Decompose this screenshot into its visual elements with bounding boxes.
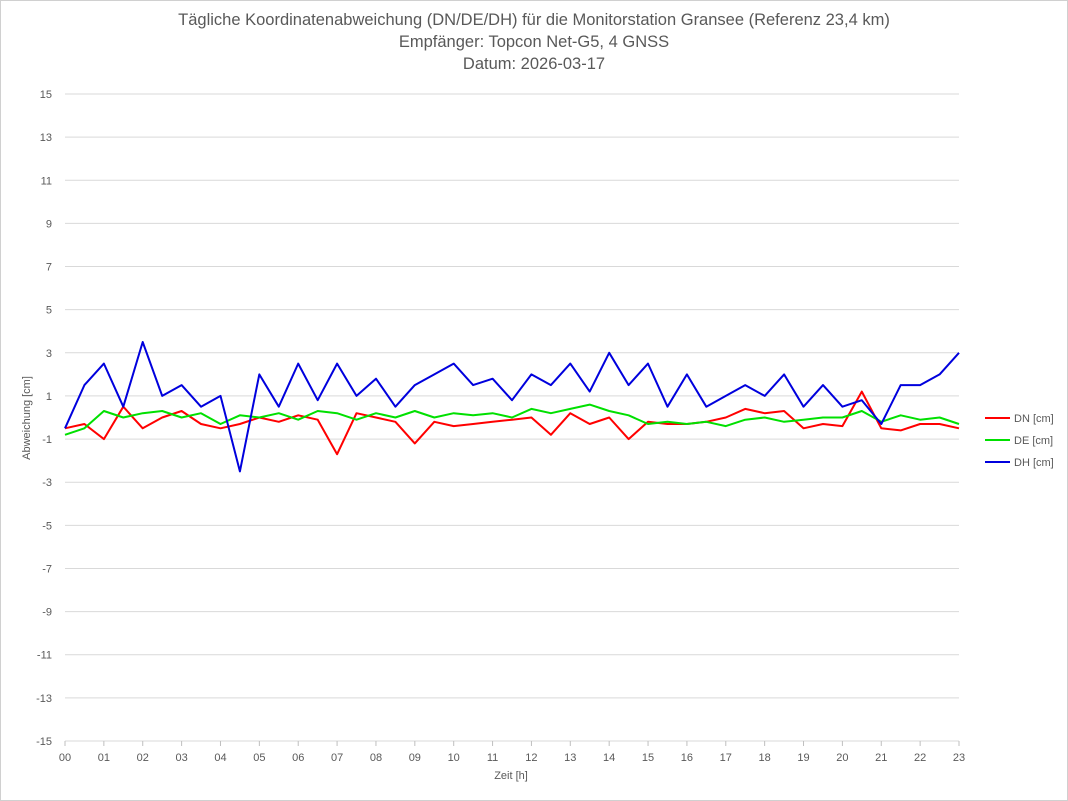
x-tick-label: 12 [525,752,537,764]
y-tick-label: -11 [37,650,52,662]
y-tick-label: -9 [42,607,52,619]
x-tick-label: 11 [487,752,498,764]
y-tick-label: 5 [46,305,52,317]
y-axis-label: Abweichung [cm] [21,376,33,460]
y-tick-label: -7 [42,563,52,575]
y-tick-label: 1 [46,391,52,403]
y-tick-label: 7 [46,262,52,274]
legend: DN [cm] DE [cm] DH [cm] [985,413,1054,469]
y-tick-label: -3 [42,477,52,489]
x-tick-label: 05 [253,752,265,764]
series-lines [64,341,960,473]
y-tick-label: 13 [40,132,52,144]
x-tick-label: 20 [836,752,848,764]
x-tick-label: 09 [409,752,421,764]
x-tick-label: 18 [759,752,771,764]
x-tick-label: 00 [59,752,71,764]
series-line-dn [64,390,960,456]
y-tick-label: -15 [36,736,52,748]
y-tick-label: -1 [42,434,52,446]
chart-subtitle-receiver: Empfänger: Topcon Net-G5, 4 GNSS [398,33,670,51]
y-tick-label: 15 [40,89,52,101]
x-tick-label: 17 [720,752,732,764]
series-line-de [64,403,960,436]
y-tick-label: -5 [42,520,52,532]
x-tick-label: 19 [797,752,809,764]
x-tick-label: 03 [175,752,187,764]
legend-label-dn: DN [cm] [1014,413,1054,425]
y-tick-label: 9 [46,218,52,230]
chart-subtitle-date: Datum: 2026-03-17 [462,55,606,73]
x-axis-ticks: 00 01 02 03 04 05 06 07 08 09 10 11 12 13 14 15 16 17 18 19… [59,741,965,764]
legend-label-de: DE [cm] [1014,435,1053,447]
chart-title-block: Tägliche Koordinatenabweichung (DN/DE/DH… [0,9,1068,75]
x-tick-label: 02 [137,752,149,764]
x-tick-label: 07 [331,752,343,764]
y-tick-label: 11 [41,175,52,187]
x-tick-label: 21 [875,752,887,764]
grid [65,93,959,742]
chart-title: Tägliche Koordinatenabweichung (DN/DE/DH… [178,11,890,29]
x-tick-label: 04 [214,752,226,764]
series-line-dh [64,341,960,473]
x-axis-label: Zeit [h] [494,770,528,782]
x-tick-label: 22 [914,752,926,764]
x-tick-label: 10 [448,752,460,764]
x-tick-label: 15 [642,752,654,764]
x-tick-label: 08 [370,752,382,764]
x-tick-label: 13 [564,752,576,764]
y-tick-label: -13 [36,693,52,705]
x-tick-label: 23 [953,752,965,764]
x-tick-label: 06 [292,752,304,764]
y-tick-label: 3 [46,348,52,360]
y-axis-ticks: 15 13 11 9 7 5 3 1 -1 -3 -5 -7 -9 -11 -13 -15 [36,89,52,748]
legend-label-dh: DH [cm] [1014,457,1054,469]
x-tick-label: 16 [681,752,693,764]
x-tick-label: 14 [603,752,615,764]
x-tick-label: 01 [98,752,110,764]
